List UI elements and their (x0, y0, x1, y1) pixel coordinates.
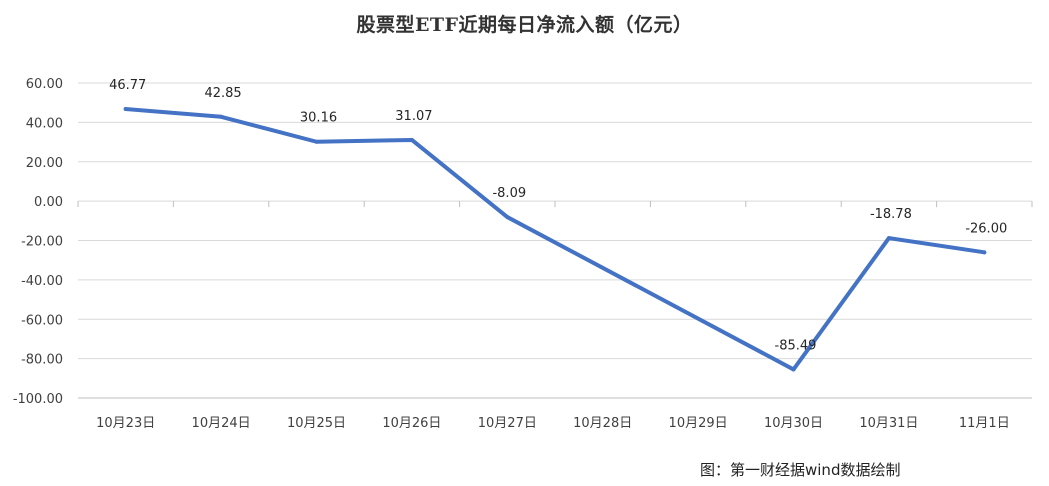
data-point (886, 236, 891, 241)
data-point (219, 114, 224, 119)
x-tick-label: 10月23日 (96, 416, 155, 431)
chart-title: 股票型ETF近期每日净流入额（亿元） (356, 14, 693, 36)
y-tick-label: -40.00 (21, 274, 63, 289)
data-point (314, 139, 319, 144)
data-point (409, 137, 414, 142)
y-tick-label: -20.00 (21, 235, 63, 250)
y-tick-label: 60.00 (26, 77, 63, 92)
x-tick-label: 10月27日 (478, 416, 537, 431)
source-note: 图：第一财经据wind数据绘制 (700, 461, 901, 479)
data-label: -26.00 (965, 221, 1007, 236)
data-label: 31.07 (395, 109, 432, 124)
x-tick-label: 10月29日 (669, 416, 728, 431)
y-tick-label: -60.00 (21, 313, 63, 328)
y-tick-label: 40.00 (26, 116, 63, 131)
x-axis-ticks: 10月23日 10月24日 10月25日 10月26日 10月27日 10月28日 10月2… (96, 416, 1010, 431)
data-label: -8.09 (492, 186, 526, 201)
data-labels: 46.77 42.85 30.16 31.07 -8.09 -85.49 -18.78 -26… (109, 78, 1007, 353)
data-point (505, 215, 510, 220)
data-point (123, 107, 128, 112)
data-point (982, 250, 987, 255)
x-tick-label: 10月28日 (573, 416, 632, 431)
y-tick-label: -100.00 (13, 392, 63, 407)
x-tick-label: 10月31日 (859, 416, 918, 431)
data-label: 42.85 (204, 86, 241, 101)
y-tick-label: 20.00 (26, 156, 63, 171)
series-net-inflow (123, 107, 987, 372)
x-tick-label: 10月30日 (764, 416, 823, 431)
data-label: 30.16 (300, 111, 337, 126)
data-label: 46.77 (109, 78, 146, 93)
y-tick-label: 0.00 (34, 195, 63, 210)
x-tick-label: 10月24日 (192, 416, 251, 431)
series-line (123, 107, 987, 372)
data-label: -85.49 (775, 338, 817, 353)
x-tick-label: 10月25日 (287, 416, 346, 431)
data-label: -18.78 (870, 207, 912, 222)
data-point (791, 367, 796, 372)
y-tick-label: -80.00 (21, 353, 63, 368)
y-axis-ticks: 60.00 40.00 20.00 0.00 -20.00 -40.00 -60.00 -80… (13, 77, 63, 407)
x-tick-label: 11月1日 (959, 416, 1010, 431)
x-tick-label: 10月26日 (382, 416, 441, 431)
